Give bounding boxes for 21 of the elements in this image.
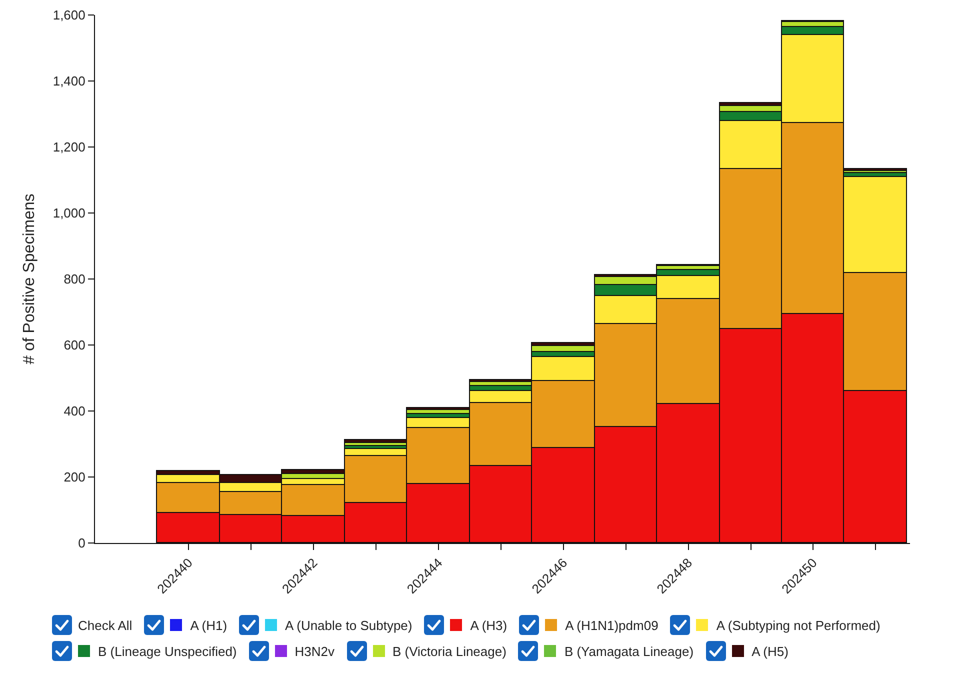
- text: Check All: [78, 618, 132, 632]
- y-tick-label: 0: [78, 536, 86, 551]
- legend-label: B (Lineage Unspecified): [98, 644, 237, 658]
- legend-label: A (Subtyping not Performed): [716, 618, 880, 632]
- y-tick-label: 400: [64, 404, 86, 419]
- legend-label: A (H1): [190, 618, 228, 632]
- y-tick-label: 600: [64, 338, 86, 353]
- legend-label: A (H5): [752, 644, 788, 658]
- y-axis-title: # of Positive Specimens: [20, 194, 38, 364]
- y-tick-label: 800: [64, 272, 86, 287]
- legend-label: A (Unable to Subtype): [285, 618, 412, 632]
- y-tick-label: 1,200: [52, 140, 86, 155]
- y-tick-label: 1,400: [52, 74, 86, 89]
- y-tick-label: 200: [64, 470, 86, 485]
- legend-label: A (H3): [470, 618, 508, 632]
- legend-label: B (Victoria Lineage): [392, 644, 506, 658]
- legend-label: H3N2v: [294, 644, 334, 658]
- legend-label: B (Yamagata Lineage): [564, 644, 694, 658]
- legend-label: A (H1N1)pdm09: [565, 618, 658, 632]
- y-tick-label: 1,600: [52, 8, 86, 23]
- y-tick-label: 1,000: [52, 206, 86, 221]
